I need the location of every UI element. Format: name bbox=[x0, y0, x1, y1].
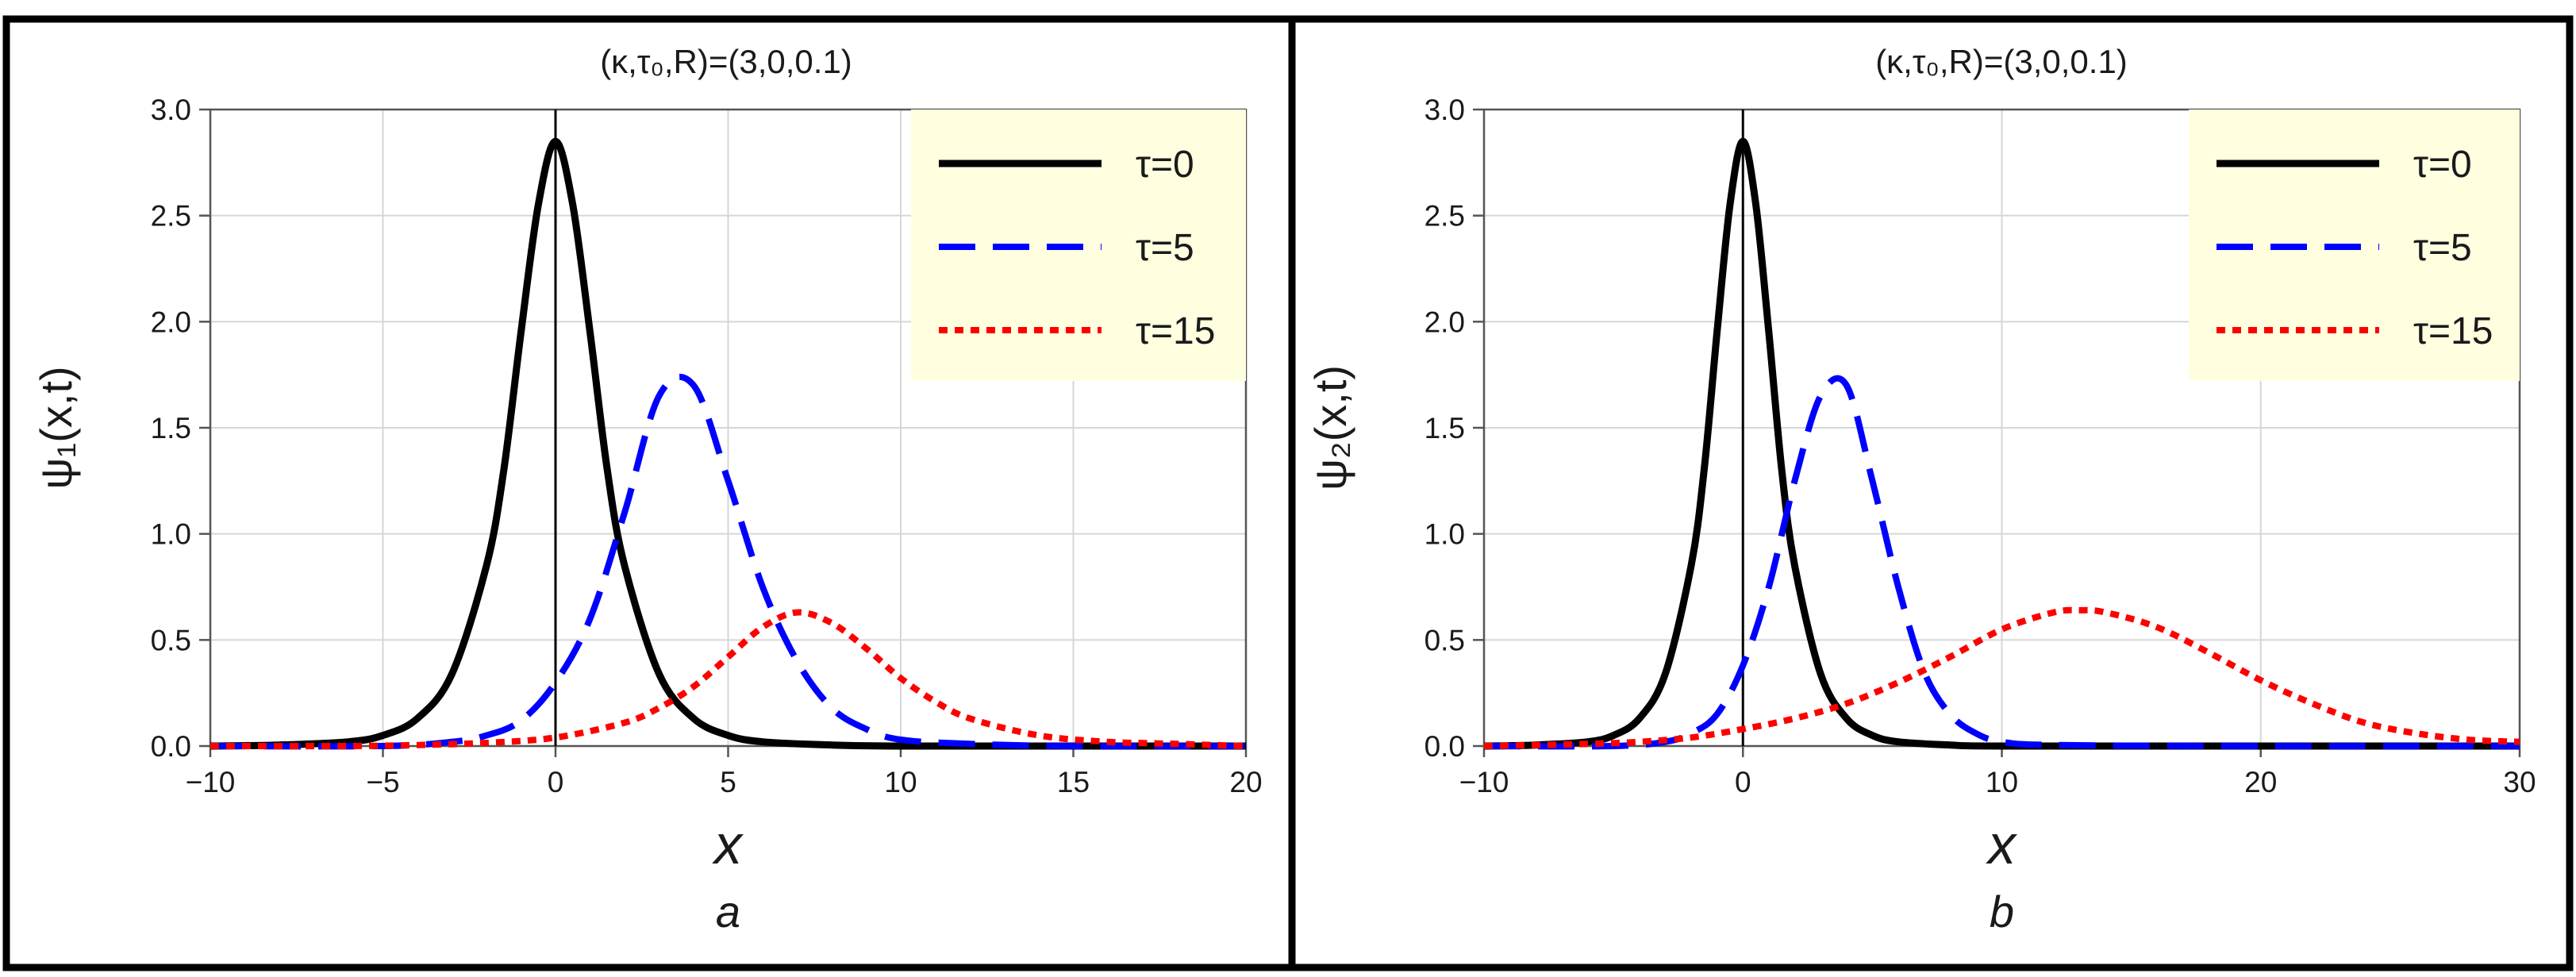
y-tick-label: 0.5 bbox=[151, 624, 191, 656]
panel-b: −10 0 10 20 30 0.0 0.5 1.0 1.5 2.0 2.5 3.0 (κ,τ₀,R)=… bbox=[1288, 15, 2574, 971]
chart-title: (κ,τ₀,R)=(3,0,0.1) bbox=[1875, 43, 2128, 80]
y-tick-label: 1.0 bbox=[1424, 518, 1465, 551]
x-tick-label: 15 bbox=[1057, 766, 1090, 798]
panel-a: −10 −5 0 5 10 15 20 0.0 0.5 1.0 1.5 2.0 2.5 3.0 (κ,τ₀,… bbox=[2, 15, 1296, 971]
x-axis-label: x bbox=[712, 814, 744, 875]
x-tick-label: 0 bbox=[548, 766, 564, 798]
x-axis-label: x bbox=[1986, 814, 2018, 875]
y-tick-label: 2.5 bbox=[151, 200, 191, 233]
series-line-solid bbox=[210, 137, 1246, 750]
x-tick-label: −10 bbox=[186, 766, 236, 798]
legend-label: τ=0 bbox=[1136, 144, 1194, 186]
series-line-dashed bbox=[210, 373, 1247, 750]
y-tick-label: 3.0 bbox=[151, 94, 191, 126]
legend-label: τ=0 bbox=[2413, 144, 2472, 186]
y-axis-label: ψ₁(x,t) bbox=[31, 366, 81, 489]
y-tick-label: 2.0 bbox=[151, 306, 191, 338]
series-line-dashed bbox=[1483, 375, 2520, 750]
panel-frame bbox=[1288, 15, 2574, 971]
legend-label: τ=15 bbox=[2413, 310, 2493, 352]
y-tick-label: 2.0 bbox=[1424, 306, 1465, 338]
y-tick-label: 1.0 bbox=[151, 518, 191, 551]
series-line-solid bbox=[1483, 137, 2520, 750]
y-tick-label: 0.5 bbox=[1424, 624, 1465, 656]
x-tick-label: −10 bbox=[1459, 766, 1509, 798]
panel-tag: b bbox=[1990, 887, 2014, 937]
y-tick-label: 2.5 bbox=[1424, 200, 1465, 233]
series-line-dotted bbox=[1483, 606, 2520, 749]
y-tick-label: 1.5 bbox=[151, 412, 191, 444]
legend-label: τ=5 bbox=[2413, 227, 2472, 269]
chart-title: (κ,τ₀,R)=(3,0,0.1) bbox=[600, 43, 852, 80]
x-tick-label: 10 bbox=[884, 766, 917, 798]
y-axis-label: ψ₂(x,t) bbox=[1305, 365, 1355, 490]
legend-label: τ=5 bbox=[1136, 227, 1194, 269]
legend: τ=0 τ=5 τ=15 bbox=[2189, 110, 2520, 381]
x-tick-label: 10 bbox=[1986, 766, 2018, 798]
x-tick-label: 20 bbox=[2244, 766, 2277, 798]
x-tick-label: 30 bbox=[2503, 766, 2536, 798]
y-tick-label: 3.0 bbox=[1424, 94, 1465, 126]
legend-label: τ=15 bbox=[1136, 310, 1215, 352]
y-tick-label: 1.5 bbox=[1424, 412, 1465, 444]
y-tick-label: 0.0 bbox=[151, 730, 191, 763]
x-tick-label: 5 bbox=[720, 766, 736, 798]
series-line-dotted bbox=[210, 609, 1247, 750]
y-tick-label: 0.0 bbox=[1424, 730, 1465, 763]
x-tick-label: 0 bbox=[1735, 766, 1751, 798]
x-tick-label: 20 bbox=[1229, 766, 1262, 798]
x-tick-label: −5 bbox=[366, 766, 399, 798]
panel-tag: a bbox=[716, 887, 740, 937]
legend: τ=0 τ=5 τ=15 bbox=[911, 110, 1246, 381]
